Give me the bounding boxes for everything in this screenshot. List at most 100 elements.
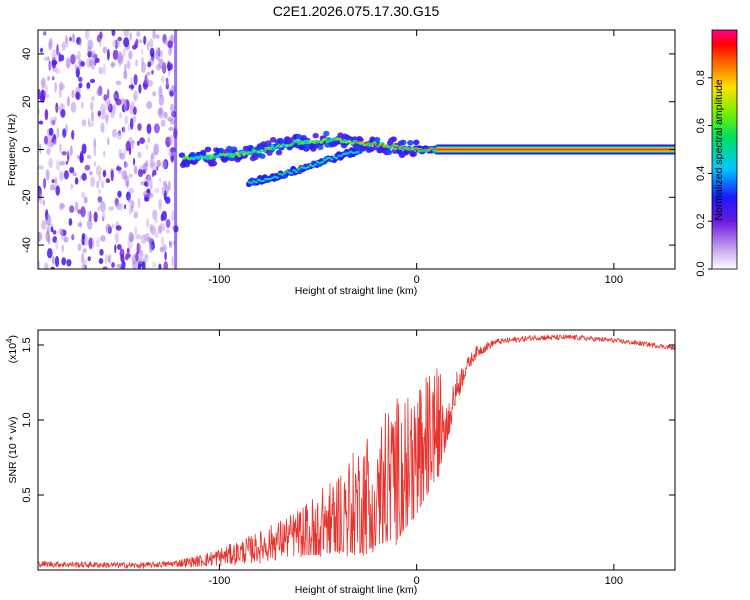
secondary-ridge-core [268,177,272,181]
noise-blob [111,223,115,229]
noise-blob [161,236,164,246]
main-ridge-peak [365,142,369,145]
noise-blob [71,234,75,241]
noise-blob [126,247,130,254]
noise-blob [45,214,52,226]
main-ridge-core [297,142,301,146]
noise-blob [96,88,103,97]
noise-blob [167,61,171,72]
noise-blob [66,259,72,267]
snr-frame [37,329,676,571]
noise-blob [168,126,175,131]
noise-blob [171,209,175,222]
noise-blob [59,160,66,166]
noise-blob [89,78,96,84]
secondary-ridge-core [351,151,355,154]
noise-blob [153,143,160,156]
secondary-ridge-core [337,154,341,157]
noise-blob [123,147,127,155]
noise-blob [41,78,47,83]
noise-blob [43,31,47,36]
noise-blob [55,239,58,250]
noise-blob [59,143,62,154]
noise-blob [44,262,49,269]
noise-blob [87,210,90,221]
noise-blob [108,100,111,110]
noise-blob [86,82,91,89]
noise-blob [128,204,132,216]
main-ridge-core [204,155,208,158]
noise-blob [108,206,115,211]
noise-blob [146,188,151,193]
noise-blob [161,75,165,83]
noise-blob [112,103,116,115]
noise-blob [116,166,122,171]
chart-title: C2E1.2026.075.17.30.G15 [273,3,440,19]
noise-blob [93,138,97,149]
noise-blob [123,125,126,135]
colorbar-tick-label: 0.4 [695,166,707,181]
noise-blob [153,123,160,134]
noise-blob [64,35,68,44]
noise-blob [145,144,148,150]
noise-blob [124,115,129,125]
snr-y-tick-label: 1.5 [21,337,33,352]
noise-blob [130,77,133,84]
noise-blob [142,260,146,269]
noise-blob [140,234,147,244]
main-ridge-peak [360,141,364,144]
main-ridge-peak [385,144,389,147]
noise-blob [129,32,133,42]
main-ridge-halo [323,130,330,137]
noise-blob [105,115,108,125]
secondary-ridge-core [256,178,261,181]
main-ridge-core [270,144,275,148]
main-ridge-peak [390,145,394,148]
secondary-ridge-core [249,181,253,185]
noise-blob [137,151,142,158]
noise-blob [110,169,114,182]
noise-blob [152,30,156,40]
noise-blob [131,101,135,109]
noise-blob [48,37,53,50]
noise-blob [148,241,153,254]
noise-blob [102,63,106,76]
main-ridge-core [250,151,254,154]
noise-blob [115,80,122,86]
noise-blob [76,154,80,160]
noise-blob [45,169,50,181]
noise-blob [133,211,138,219]
noise-blob [81,143,87,155]
noise-blob [72,172,77,177]
noise-blob [38,231,41,243]
noise-blob [124,162,129,168]
snr-y-axis-label: SNR (10 * v/v) [7,416,19,483]
noise-blob [91,50,96,60]
secondary-ridge-core [316,160,320,164]
noise-blob [130,117,134,130]
spectrogram-y-tick-label: -40 [21,237,33,253]
noise-blob [80,61,85,67]
noise-blob [96,180,99,189]
noise-blob [78,76,83,83]
main-ridge-peak [429,148,433,151]
noise-blob [60,228,64,241]
noise-blob [47,248,53,259]
noise-blob [98,171,101,184]
noise-blob [102,266,108,269]
secondary-ridge-core [275,176,279,179]
main-ridge-core [324,137,328,141]
noise-blob [137,263,142,269]
noise-blob [51,179,55,184]
noise-blob [114,244,117,254]
noise-blob [55,159,61,171]
main-ridge-peak [375,143,379,146]
noise-blob [46,147,51,156]
noise-blob [156,166,159,171]
noise-blob [124,63,127,74]
main-ridge-halo [374,136,381,143]
secondary-ridge-core [299,166,303,169]
noise-blob [72,33,75,43]
noise-blob [69,205,75,214]
noise-blob [156,159,161,168]
